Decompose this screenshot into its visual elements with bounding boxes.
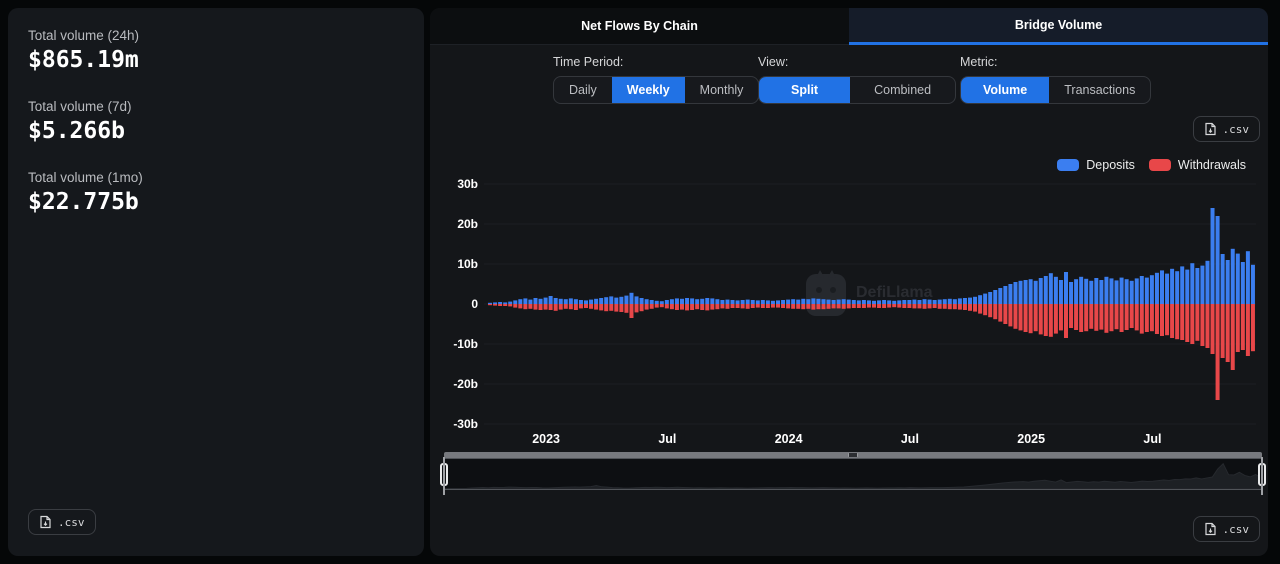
tab-net-flows-by-chain[interactable]: Net Flows By Chain [430, 8, 849, 45]
metric-label: Metric: [960, 55, 998, 69]
svg-text:30b: 30b [457, 178, 478, 191]
brush-right-handle[interactable] [1258, 457, 1266, 495]
total-volume-1mo: Total volume (1mo) $22.775b [28, 170, 404, 215]
view-split-button[interactable]: Split [759, 77, 851, 103]
view-segmented: Split Combined [758, 76, 957, 104]
svg-text:-30b: -30b [453, 417, 478, 431]
view-combined-button[interactable]: Combined [874, 83, 932, 97]
tab-bar: Net Flows By Chain Bridge Volume [430, 8, 1268, 45]
chart-canvas[interactable]: 30b 20b 10b 0 -10b -20b -30b 2023 Jul 2024 Jul 2025… [430, 178, 1268, 448]
tab-bridge-volume[interactable]: Bridge Volume [849, 8, 1268, 45]
svg-text:2024: 2024 [775, 432, 803, 446]
view-label: View: [758, 55, 789, 69]
svg-text:0: 0 [471, 297, 478, 311]
download-csv-button[interactable]: .csv [1192, 516, 1260, 542]
legend-label: Deposits [1086, 158, 1135, 172]
brush-scroll-rail[interactable] [444, 452, 1262, 458]
csv-button-label: .csv [1222, 522, 1250, 536]
svg-text:Jul: Jul [901, 432, 919, 446]
svg-text:10b: 10b [457, 257, 478, 271]
metric-transactions-button[interactable]: Transactions [1064, 83, 1136, 97]
time-period-segmented: Daily Weekly Monthly [553, 76, 760, 104]
defillama-logo-icon [806, 270, 846, 316]
stat-value: $22.775b [28, 189, 139, 215]
metric-segmented: Volume Transactions [960, 76, 1152, 104]
time-period-control: Time Period: Daily Weekly Monthly [553, 55, 760, 104]
bridge-volume-panel: Net Flows By Chain Bridge Volume Time Pe… [430, 8, 1268, 556]
svg-text:Jul: Jul [1143, 432, 1161, 446]
withdrawals-swatch [1148, 159, 1171, 171]
stat-value: $865.19m [28, 47, 139, 73]
svg-text:Jul: Jul [658, 432, 676, 446]
bar-chart[interactable]: DefiLlama 30b 20b 10b 0 -10b -20b -30b 2023 Jul 2… [430, 178, 1268, 448]
brush-area-chart [445, 462, 1261, 489]
time-period-label: Time Period: [553, 55, 624, 69]
brush-minimap[interactable] [444, 458, 1262, 490]
watermark-text: DefiLlama [856, 284, 933, 301]
time-period-daily-button[interactable]: Daily [569, 83, 597, 97]
csv-file-icon [39, 515, 52, 529]
svg-text:2023: 2023 [532, 432, 560, 446]
download-csv-button[interactable]: .csv [28, 509, 96, 535]
legend-item-deposits[interactable]: Deposits [1057, 158, 1135, 172]
stat-label: Total volume (7d) [28, 99, 132, 114]
svg-text:-20b: -20b [453, 377, 478, 391]
legend-label: Withdrawals [1177, 158, 1246, 172]
stat-label: Total volume (1mo) [28, 170, 143, 185]
legend-item-withdrawals[interactable]: Withdrawals [1148, 158, 1246, 172]
csv-button-label: .csv [1222, 122, 1250, 136]
csv-file-icon [1204, 522, 1217, 536]
csv-button-label: .csv [58, 515, 85, 529]
metric-volume-button[interactable]: Volume [961, 77, 1050, 103]
total-volume-24h: Total volume (24h) $865.19m [28, 28, 404, 73]
metric-control: Metric: Volume Transactions [960, 55, 1152, 104]
time-period-monthly-button[interactable]: Monthly [699, 83, 744, 97]
stat-value: $5.266b [28, 118, 125, 144]
chart-controls: Time Period: Daily Weekly Monthly View: … [430, 45, 1268, 111]
brush-grip-icon[interactable] [848, 453, 858, 457]
download-csv-button[interactable]: .csv [1192, 116, 1260, 142]
stat-label: Total volume (24h) [28, 28, 140, 43]
view-control: View: Split Combined [758, 55, 957, 104]
deposits-swatch [1057, 159, 1080, 171]
chart-zoom-brush [440, 452, 1266, 495]
svg-text:2025: 2025 [1017, 432, 1045, 446]
total-volume-7d: Total volume (7d) $5.266b [28, 99, 404, 144]
csv-file-icon [1204, 122, 1217, 136]
time-period-weekly-button[interactable]: Weekly [611, 77, 685, 103]
chart-legend: Deposits Withdrawals [1057, 158, 1246, 172]
brush-left-handle[interactable] [440, 457, 448, 495]
svg-text:20b: 20b [457, 217, 478, 231]
summary-panel: Total volume (24h) $865.19m Total volume… [8, 8, 424, 556]
svg-text:-10b: -10b [453, 337, 478, 351]
defillama-watermark: DefiLlama [804, 268, 932, 318]
